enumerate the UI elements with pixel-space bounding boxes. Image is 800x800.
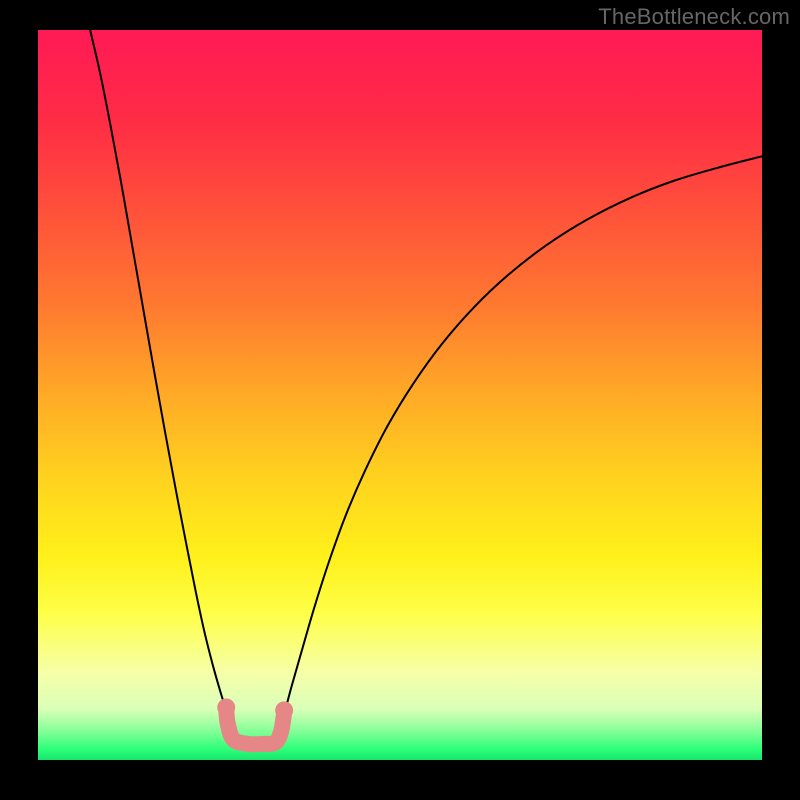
watermark-text: TheBottleneck.com: [598, 4, 790, 30]
chart-svg: [0, 0, 800, 800]
plot-background: [38, 30, 762, 760]
chart-container: TheBottleneck.com: [0, 0, 800, 800]
